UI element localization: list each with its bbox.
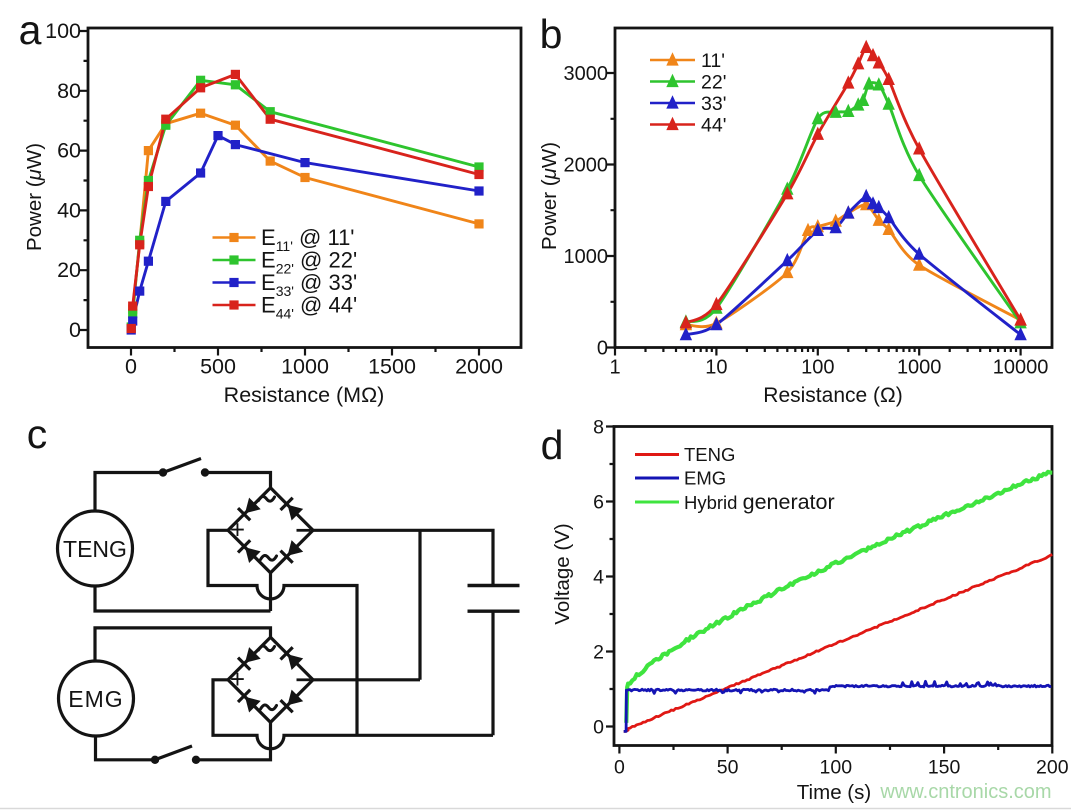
svg-text:1000: 1000 — [897, 357, 942, 379]
svg-text:0: 0 — [597, 338, 608, 360]
svg-text:2: 2 — [593, 642, 604, 664]
svg-text:100: 100 — [45, 19, 81, 43]
svg-text:Hybrid generator: Hybrid generator — [684, 490, 835, 514]
svg-text:100: 100 — [801, 357, 834, 379]
svg-text:a: a — [19, 7, 42, 53]
svg-text:1000: 1000 — [281, 355, 329, 379]
svg-text:8: 8 — [593, 417, 604, 439]
svg-text:Resistance (Ω): Resistance (Ω) — [763, 384, 902, 407]
svg-text:Resistance (MΩ): Resistance (MΩ) — [224, 383, 385, 407]
svg-text:0: 0 — [593, 717, 604, 739]
svg-text:Power (μW): Power (μW) — [538, 142, 561, 250]
svg-text:2000: 2000 — [455, 355, 503, 379]
svg-text:d: d — [541, 422, 564, 468]
svg-text:0: 0 — [69, 318, 81, 342]
svg-text:b: b — [540, 11, 563, 57]
svg-text:20: 20 — [57, 258, 81, 282]
svg-text:50: 50 — [717, 757, 739, 779]
svg-text:33': 33' — [701, 93, 726, 115]
svg-text:www.cntronics.com: www.cntronics.com — [879, 781, 1051, 803]
svg-text:0: 0 — [125, 355, 137, 379]
svg-text:1: 1 — [609, 357, 620, 379]
svg-text:44': 44' — [701, 115, 726, 137]
svg-text:E44' @ 44': E44' @ 44' — [261, 293, 357, 322]
svg-text:200: 200 — [1036, 757, 1069, 779]
svg-text:11': 11' — [701, 50, 725, 72]
svg-text:Power (μW): Power (μW) — [23, 143, 46, 251]
svg-text:1500: 1500 — [368, 355, 416, 379]
svg-text:80: 80 — [57, 79, 81, 103]
svg-text:+: + — [230, 514, 245, 544]
svg-text:500: 500 — [200, 355, 236, 379]
svg-text:10000: 10000 — [993, 357, 1049, 379]
svg-text:10: 10 — [705, 357, 727, 379]
svg-text:2000: 2000 — [564, 155, 609, 177]
svg-text:Voltage (V): Voltage (V) — [551, 523, 574, 624]
svg-text:+: + — [230, 664, 245, 694]
svg-text:1000: 1000 — [564, 246, 609, 268]
svg-text:EMG: EMG — [68, 686, 123, 712]
svg-text:TENG: TENG — [63, 536, 127, 562]
svg-text:6: 6 — [593, 492, 604, 514]
svg-text:4: 4 — [593, 567, 604, 589]
svg-text:3000: 3000 — [564, 63, 609, 85]
svg-text:22': 22' — [701, 72, 726, 94]
svg-text:150: 150 — [928, 757, 961, 779]
svg-text:EMG: EMG — [684, 468, 726, 489]
svg-text:60: 60 — [57, 139, 81, 163]
svg-text:40: 40 — [57, 198, 81, 222]
svg-text:c: c — [27, 411, 48, 457]
svg-text:0: 0 — [614, 757, 625, 779]
svg-text:Time (s): Time (s) — [797, 781, 871, 804]
svg-text:TENG: TENG — [684, 444, 735, 465]
svg-text:100: 100 — [820, 757, 853, 779]
